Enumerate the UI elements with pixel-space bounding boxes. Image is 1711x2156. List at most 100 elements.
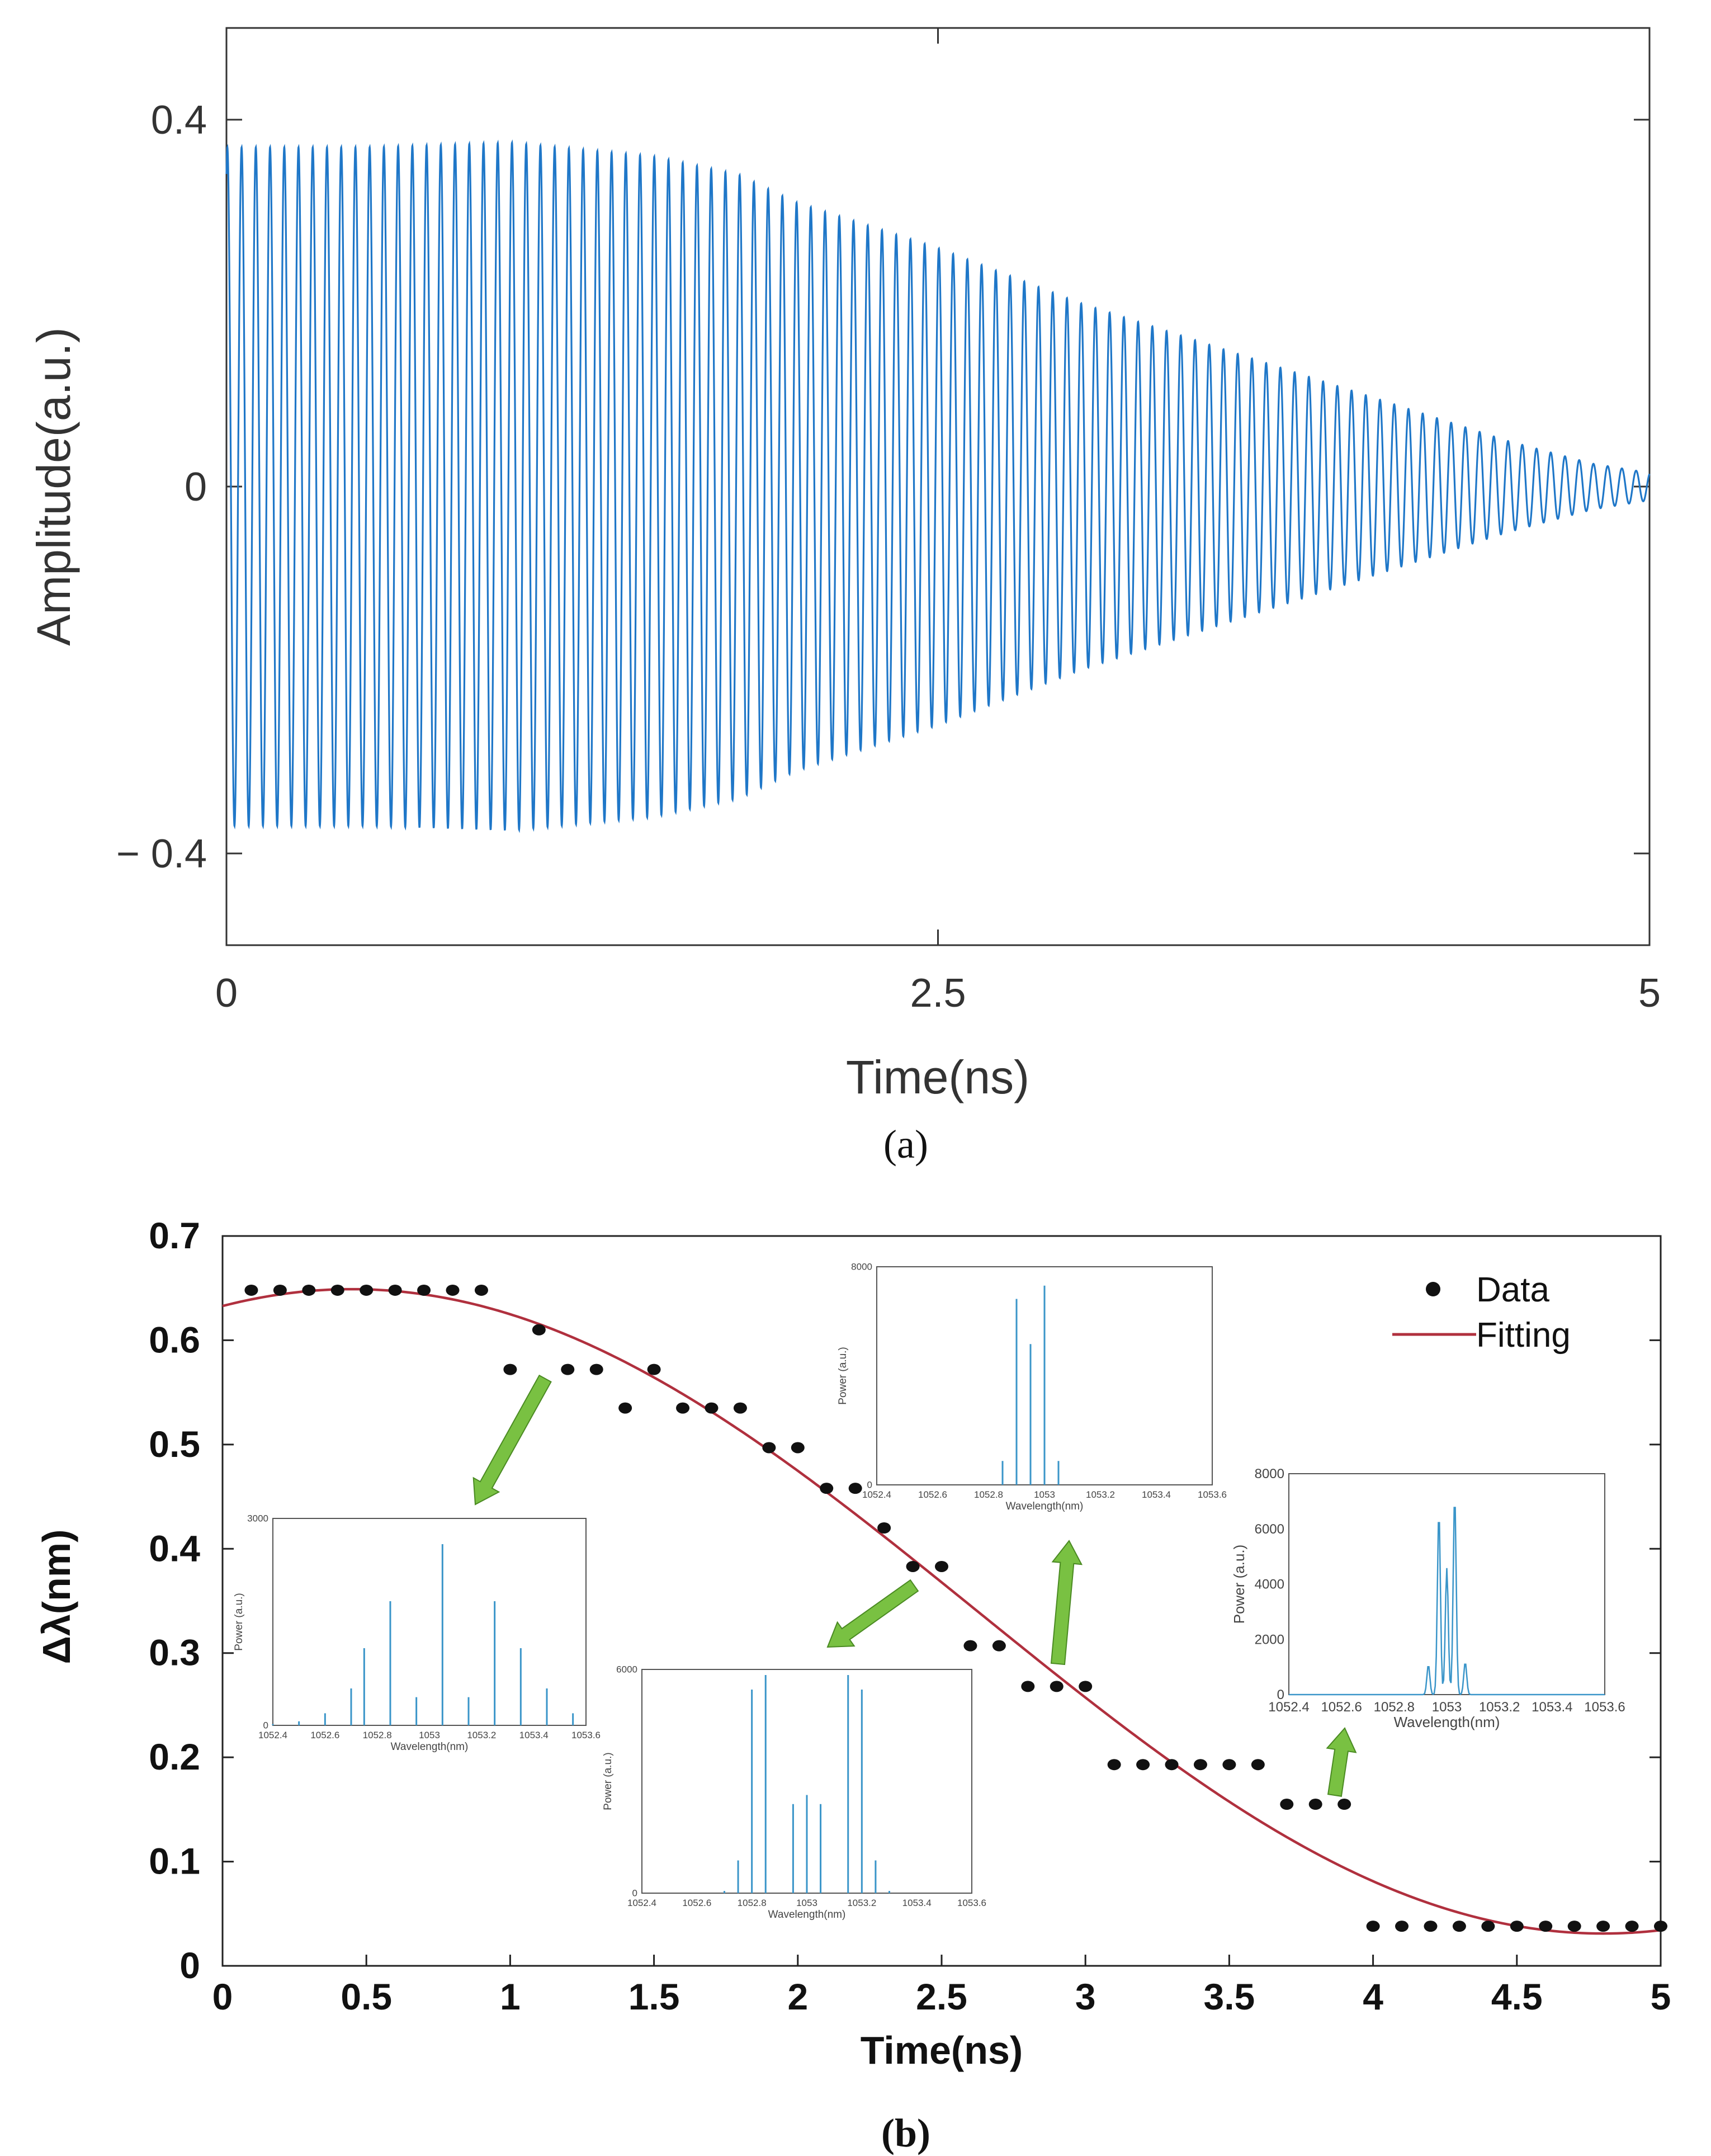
inset-x-tick-label: 1052.6 [918, 1489, 947, 1500]
inset-x-tick-label: 1053 [1034, 1489, 1055, 1500]
data-point [1366, 1921, 1380, 1932]
inset-x-tick-label: 1052.4 [258, 1730, 287, 1740]
data-point [532, 1324, 546, 1336]
data-point [1625, 1921, 1639, 1932]
legend-data-marker [1426, 1282, 1440, 1296]
inset-x-tick-label: 1053.4 [519, 1730, 549, 1740]
data-point [791, 1442, 805, 1454]
data-point [1308, 1799, 1322, 1810]
data-point [417, 1284, 431, 1296]
x-tick-label: 5 [1651, 1976, 1671, 2017]
data-point [877, 1522, 891, 1534]
panel-a-y-axis-label: Amplitude(a.u.) [27, 327, 80, 646]
data-point [1539, 1921, 1553, 1932]
inset-x-tick-label: 1052.8 [363, 1730, 392, 1740]
x-tick-label: 0.5 [341, 1976, 392, 2017]
data-point [705, 1402, 719, 1414]
panel-b-fit-layer [222, 1287, 1661, 1935]
panel-b-legend: Data Fitting [1392, 1271, 1571, 1355]
y-tick-label: 0 [179, 1945, 200, 1986]
panel-b-arrows [472, 1374, 1357, 1797]
inset-x-tick-label: 1053.6 [1198, 1489, 1227, 1500]
legend-data-label: Data [1476, 1271, 1549, 1309]
inset-y-tick-label: 3000 [247, 1513, 268, 1524]
x-tick-label: 0 [215, 971, 238, 1016]
inset-y-tick-label: 8000 [1255, 1466, 1284, 1482]
inset-x-tick-label: 1052.8 [974, 1489, 1003, 1500]
data-point [561, 1364, 575, 1375]
data-point [330, 1284, 344, 1296]
inset-x-tick-label: 1053.4 [1142, 1489, 1171, 1500]
inset-x-tick-label: 1053 [1432, 1700, 1462, 1715]
data-point [273, 1284, 287, 1296]
inset-y-tick-label: 0 [632, 1888, 637, 1899]
inset-x-tick-label: 1052.8 [1374, 1700, 1415, 1715]
y-tick-label: 0.4 [149, 1527, 200, 1569]
amplitude-series-line [225, 139, 1651, 833]
inset-spectrum-1: 1052.4 1052.6 1052.8 1053 1053.2 1053.4 1053.6… [233, 1513, 601, 1753]
legend-fitting-label: Fitting [1476, 1316, 1571, 1355]
green-arrow [826, 1579, 919, 1648]
x-tick-label: 4 [1363, 1976, 1383, 2017]
data-point [446, 1284, 460, 1296]
data-point [1510, 1921, 1524, 1932]
inset-x-tick-label: 1053.6 [1584, 1700, 1625, 1715]
data-point [1050, 1681, 1064, 1692]
inset-x-tick-label: 1053.4 [902, 1898, 932, 1908]
data-point [474, 1284, 488, 1296]
inset-y-tick-label: 0 [263, 1720, 268, 1731]
inset-x-tick-label: 1053 [419, 1730, 440, 1740]
inset-y-axis-label: Power (a.u.) [602, 1752, 614, 1810]
inset-y-tick-label: 6000 [1255, 1522, 1284, 1537]
inset-x-tick-label: 1052.6 [682, 1898, 711, 1908]
inset-x-tick-label: 1053.2 [1086, 1489, 1115, 1500]
data-point [1193, 1759, 1207, 1771]
data-point [676, 1402, 690, 1414]
data-point [360, 1284, 374, 1296]
x-tick-label: 2 [787, 1976, 808, 2017]
data-point [1079, 1681, 1093, 1692]
x-tick-label: 2.5 [916, 1976, 967, 2017]
panel-b-ticks: 0 0.5 1 1.5 2 2.5 3 3.5 4 4.5 5 0 0.1 0.2 0.3 0.4 0.5 0.6… [149, 1215, 1671, 2017]
data-point [762, 1442, 776, 1454]
inset-y-tick-label: 0 [1277, 1687, 1284, 1702]
panel-b-caption: (b) [881, 2111, 930, 2155]
data-point [1452, 1921, 1466, 1932]
data-point [302, 1284, 316, 1296]
y-tick-label: 0.2 [149, 1736, 200, 1777]
inset-y-axis-label: Power (a.u.) [1231, 1545, 1247, 1624]
data-point [1337, 1799, 1351, 1810]
data-point [244, 1284, 258, 1296]
panel-a-x-axis-label: Time(ns) [846, 1051, 1029, 1103]
data-point [1280, 1799, 1294, 1810]
inset-x-tick-label: 1052.4 [1268, 1700, 1309, 1715]
panel-a-ticks: 0 2.5 5 0.4 0 − 0.4 [116, 28, 1661, 1016]
x-tick-label: 1 [500, 1976, 521, 2017]
green-arrow [472, 1374, 552, 1506]
data-point [503, 1364, 517, 1375]
inset-y-axis-label: Power (a.u.) [233, 1593, 245, 1650]
data-point [820, 1483, 834, 1494]
inset-x-tick-label: 1053.2 [1479, 1700, 1520, 1715]
panel-b-y-axis-label: Δλ(nm) [35, 1530, 78, 1664]
data-point [1021, 1681, 1035, 1692]
data-point [1654, 1921, 1667, 1932]
panel-b-chart: 0 0.5 1 1.5 2 2.5 3 3.5 4 4.5 5 0 0.1 0.2 0.3 0.4 0.5 0.6… [35, 1215, 1671, 2155]
inset-x-axis-label: Wavelength(nm) [1006, 1501, 1084, 1512]
inset-spectrum-3: 1052.4 1052.6 1052.8 1053 1053.2 1053.4 1053.6… [837, 1262, 1227, 1512]
data-point [589, 1364, 603, 1375]
x-tick-label: 2.5 [910, 971, 966, 1016]
x-tick-label: 1.5 [628, 1976, 680, 2017]
data-point [647, 1364, 661, 1375]
x-tick-label: 3.5 [1204, 1976, 1255, 2017]
inset-x-axis-label: Wavelength(nm) [768, 1909, 846, 1921]
data-point [1596, 1921, 1610, 1932]
y-tick-label: 0.6 [149, 1319, 200, 1360]
x-tick-label: 3 [1075, 1976, 1096, 2017]
panel-a-series [225, 139, 1651, 833]
inset-x-tick-label: 1053 [796, 1898, 817, 1908]
x-tick-label: 5 [1638, 971, 1661, 1016]
data-point [1567, 1921, 1581, 1932]
inset-x-tick-label: 1053.6 [571, 1730, 601, 1740]
